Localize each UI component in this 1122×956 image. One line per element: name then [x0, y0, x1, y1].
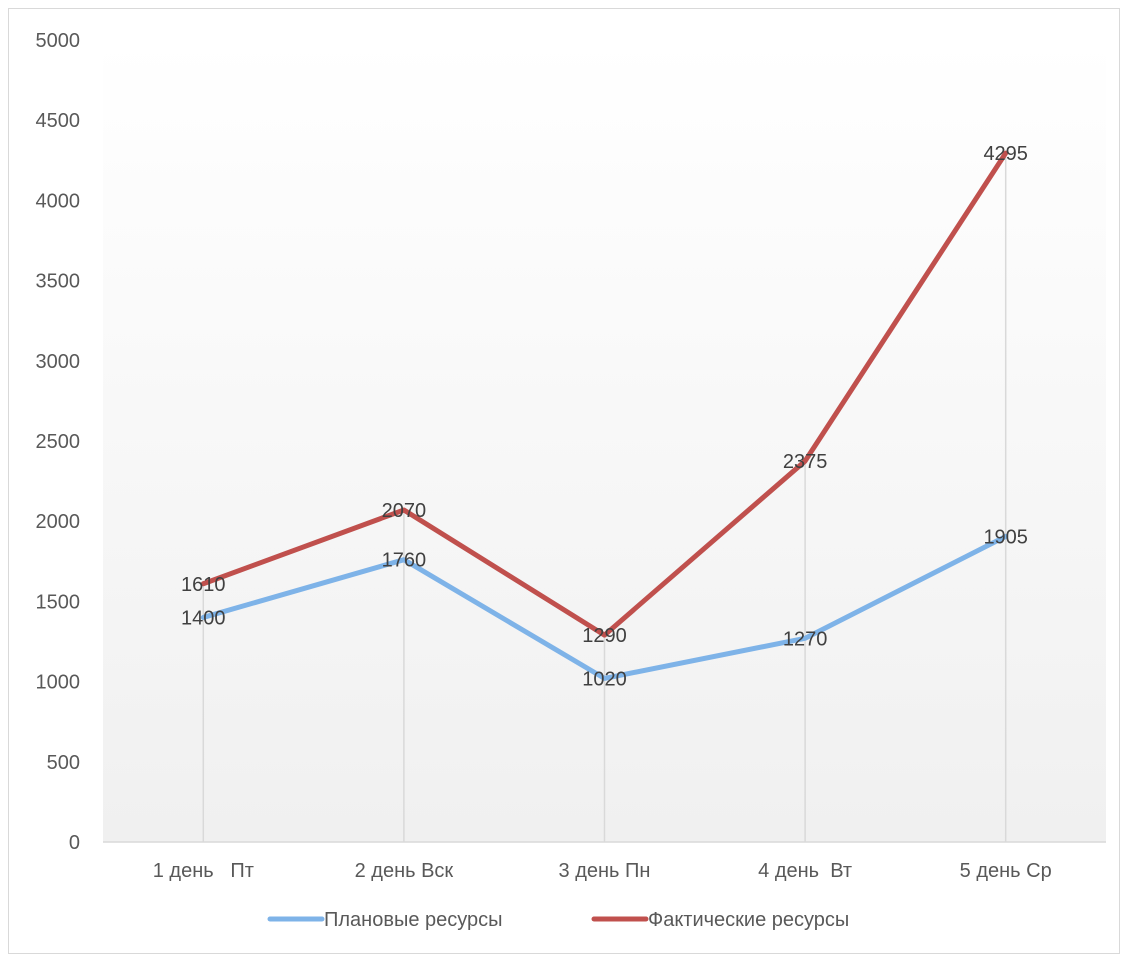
x-tick-label: 5 день Ср	[960, 860, 1052, 882]
data-label: 1290	[582, 625, 627, 647]
series-line-2	[200, 150, 1009, 638]
data-label: 1610	[181, 574, 226, 596]
drop-lines	[202, 153, 1007, 842]
y-tick-label: 500	[47, 752, 80, 774]
x-axis-ticks: 1 день Пт 2 день Вск 3 день Пн 4 день Вт 5 д…	[153, 860, 1052, 882]
legend: Плановые ресурсы Фактические ресурсы	[267, 909, 849, 931]
y-tick-label: 3000	[36, 351, 81, 373]
y-tick-label: 5000	[36, 30, 81, 52]
legend-label: Фактические ресурсы	[648, 909, 849, 931]
x-tick-label: 3 день Пн	[559, 860, 651, 882]
data-label: 2070	[382, 500, 427, 522]
data-labels: 1400 1760 1020 1270 1905 1610 2070 1290 2375 4295	[181, 143, 1028, 690]
data-label: 1905	[983, 526, 1028, 548]
y-tick-label: 0	[69, 832, 80, 854]
y-tick-label: 1000	[36, 672, 81, 694]
data-label: 1020	[582, 668, 627, 690]
x-tick-label: 2 день Вск	[355, 860, 454, 882]
y-tick-label: 4500	[36, 110, 81, 132]
y-tick-label: 2500	[36, 431, 81, 453]
y-tick-label: 3500	[36, 271, 81, 293]
series-lines	[200, 150, 1009, 681]
y-tick-label: 2000	[36, 511, 81, 533]
x-tick-label: 1 день Пт	[153, 860, 254, 882]
y-tick-label: 1500	[36, 591, 81, 613]
legend-label: Плановые ресурсы	[324, 909, 503, 931]
data-label: 4295	[983, 143, 1028, 165]
y-axis-ticks: 0 500 1000 1500 2000 2500 3000 3500 4000 4500 5000	[36, 30, 81, 854]
data-label: 1270	[783, 628, 828, 650]
data-label: 1400	[181, 607, 226, 629]
data-label: 1760	[382, 550, 427, 572]
data-label: 2375	[783, 451, 828, 473]
x-tick-label: 4 день Вт	[758, 860, 852, 882]
series-line-1	[200, 533, 1009, 681]
y-tick-label: 4000	[36, 190, 81, 212]
